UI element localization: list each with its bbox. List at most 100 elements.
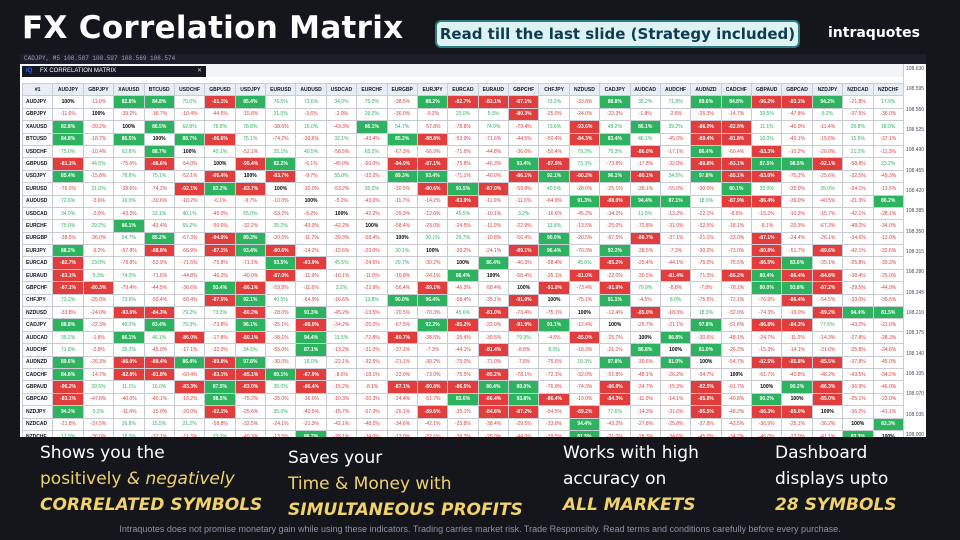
matrix-cell: -75.1% xyxy=(538,306,570,320)
matrix-cell: -43.0% xyxy=(295,219,327,233)
table-row: EURCAD -82.7% 23.0% -78.8% -53.9% -71.6% -75.8… xyxy=(21,256,904,270)
row-header-usdchf: USDCHF xyxy=(21,144,54,159)
matrix-cell: -13.2% xyxy=(325,343,358,357)
feature-line: Shows you the xyxy=(40,443,165,463)
matrix-cell: 73.3% xyxy=(204,306,236,320)
matrix-cell: -36.9% xyxy=(750,417,783,431)
matrix-cell: -11.7% xyxy=(295,231,327,246)
matrix-cell: -45.2% xyxy=(568,206,601,221)
matrix-cell: -1.8% xyxy=(629,107,661,122)
matrix-cell: -50.0% xyxy=(204,219,236,233)
matrix-cell: -6.1% xyxy=(295,157,327,171)
matrix-cell: -82.5% xyxy=(690,380,722,394)
panel-name: FX CORRELATION MATRIX xyxy=(40,68,117,74)
matrix-cell: -25.8% xyxy=(842,256,874,270)
matrix-cell: -40.8% xyxy=(781,367,813,382)
matrix-cell: -50.4% xyxy=(538,144,570,159)
matrix-cell: -8.6% xyxy=(720,206,753,221)
matrix-cell: 40.5% xyxy=(264,293,297,308)
matrix-cell: -80.2% xyxy=(568,169,601,184)
matrix-cell: -44.1% xyxy=(659,256,692,270)
matrix-cell: -58.8% xyxy=(204,417,236,431)
matrix-cell: -30.0% xyxy=(264,355,297,370)
table-row: GBPJPY -11.6% 100% -39.2% -18.7% -10.4% -44.5%… xyxy=(21,107,904,122)
matrix-cell: -15.2% xyxy=(750,206,783,221)
matrix-cell: 83.3% xyxy=(872,417,904,431)
matrix-cell: -42.2% xyxy=(325,219,358,233)
matrix-cell: -86.4% xyxy=(295,380,327,394)
matrix-cell: -33.8% xyxy=(568,95,601,109)
matrix-cell: -80.2% xyxy=(234,306,267,320)
matrix-cell: -78.1% xyxy=(507,367,540,382)
fx-correlation-matrix-tab[interactable]: IQ FX CORRELATION MATRIX ✕ xyxy=(22,66,206,77)
matrix-cell: -75.8% xyxy=(447,157,479,171)
matrix-cell: -36.6% xyxy=(507,144,540,159)
matrix-cell: 97.8% xyxy=(234,355,267,370)
matrix-cell: -87.9% xyxy=(720,194,753,208)
matrix-cell: -20.0% xyxy=(173,405,206,419)
matrix-cell: 100% xyxy=(720,367,753,382)
matrix-cell: 54.7% xyxy=(386,120,418,134)
matrix-cell: -24.1% xyxy=(477,244,510,258)
matrix-cell: -85.0% xyxy=(568,330,601,345)
matrix-cell: -75.0% xyxy=(690,256,722,270)
matrix-cell: -37.1% xyxy=(386,343,418,357)
matrix-cell: -15.0% xyxy=(811,132,844,146)
matrix-cell: -70.3% xyxy=(568,244,601,258)
matrix-cell: -10.2% xyxy=(173,194,206,208)
matrix-cell: -80.7% xyxy=(629,231,661,246)
price-axis[interactable]: 108.630 108.595 108.560 108.525 108.490 108.4… xyxy=(903,64,926,437)
intraquotes-icon: IQ xyxy=(26,68,33,74)
matrix-cell: 86.4% xyxy=(690,144,722,159)
matrix-cell: 100% xyxy=(173,144,206,159)
matrix-cell: -11.0% xyxy=(82,95,115,109)
matrix-cell: -53.2% xyxy=(264,206,297,221)
chart-window[interactable]: CADJPY, M5 108.587 108.597 108.569 108.5… xyxy=(20,54,926,437)
matrix-cell: 40.5% xyxy=(538,182,570,196)
row-header-xauusd: XAUUSD xyxy=(21,120,54,134)
matrix-cell: -80.3% xyxy=(82,281,115,295)
read-till-last-slide-banner: Read till the last slide (Strategy inclu… xyxy=(435,20,800,48)
matrix-cell: -74.3% xyxy=(568,380,601,394)
matrix-cell: 45.5% xyxy=(447,206,479,221)
matrix-cell: -50.4% xyxy=(538,132,570,146)
close-icon[interactable]: ✕ xyxy=(196,68,202,74)
matrix-cell: -32.5% xyxy=(690,219,722,233)
table-row: NZDJPY 94.2% 5.2% -11.4% -15.0% -20.0% -92.1% -… xyxy=(21,405,904,419)
price-tick: 108.315 xyxy=(906,249,925,255)
matrix-cell: -42.1% xyxy=(842,244,874,258)
matrix-cell: -35.1% xyxy=(538,268,570,283)
price-tick: 108.385 xyxy=(906,208,925,215)
row-header-nzdcad: NZDCAD xyxy=(21,417,54,431)
matrix-cell: 18.3% xyxy=(568,355,601,370)
matrix-cell: -44.9% xyxy=(507,429,540,437)
matrix-cell: -43.3% xyxy=(325,120,358,134)
matrix-cell: -83.1% xyxy=(204,367,236,382)
column-header-nzdcad: NZDCAD xyxy=(842,82,874,97)
matrix-cell: -15.3% xyxy=(750,343,783,357)
matrix-cell: 79.2% xyxy=(568,144,601,159)
matrix-cell: -51.8% xyxy=(720,318,753,332)
matrix-cell: 100% xyxy=(690,355,722,370)
column-header-gbpchf: GBPCHF xyxy=(507,82,540,97)
matrix-cell: -45.0% xyxy=(659,132,692,146)
matrix-cell: -78.1% xyxy=(720,281,753,295)
matrix-cell: -22.1% xyxy=(690,206,722,221)
matrix-cell: -83.7% xyxy=(264,169,297,184)
matrix-cell: 34.5% xyxy=(659,169,692,184)
matrix-cell: -14.1% xyxy=(659,392,692,407)
row-header-audusd: AUDUSD xyxy=(21,194,54,208)
matrix-cell: -10.1% xyxy=(325,268,358,283)
matrix-cell: -30.5% xyxy=(386,182,418,196)
matrix-cell: -31.6% xyxy=(659,405,692,419)
matrix-cell: -91.9% xyxy=(538,281,570,295)
matrix-cell: -22.9% xyxy=(507,219,540,233)
matrix-cell: -6.1% xyxy=(204,194,236,208)
matrix-cell: -80.7% xyxy=(386,330,418,345)
matrix-cell: -44.5% xyxy=(143,281,175,295)
matrix-cell: -5.2% xyxy=(295,206,327,221)
matrix-cell: 18.0% xyxy=(295,355,327,370)
column-header-audjpy: AUDJPY xyxy=(52,82,84,97)
matrix-cell: -39.2% xyxy=(82,120,115,134)
matrix-cell: -81.4% xyxy=(659,268,692,283)
